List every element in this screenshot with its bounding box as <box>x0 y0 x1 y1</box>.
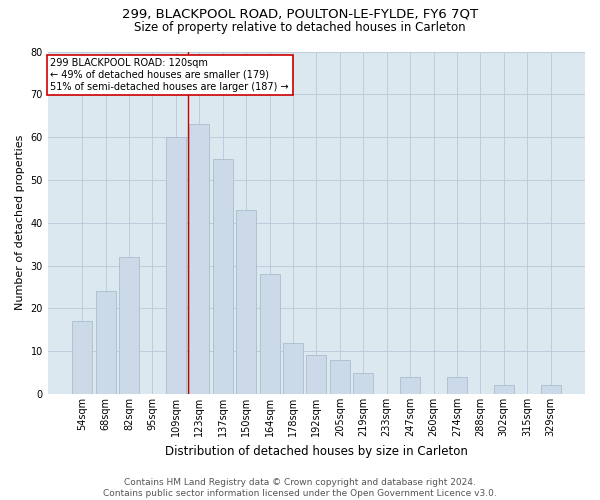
Bar <box>494 386 514 394</box>
Bar <box>213 158 233 394</box>
Bar <box>236 210 256 394</box>
Text: Contains HM Land Registry data © Crown copyright and database right 2024.
Contai: Contains HM Land Registry data © Crown c… <box>103 478 497 498</box>
Bar <box>447 377 467 394</box>
X-axis label: Distribution of detached houses by size in Carleton: Distribution of detached houses by size … <box>165 444 468 458</box>
Bar <box>119 257 139 394</box>
Bar <box>400 377 420 394</box>
Text: 299 BLACKPOOL ROAD: 120sqm
← 49% of detached houses are smaller (179)
51% of sem: 299 BLACKPOOL ROAD: 120sqm ← 49% of deta… <box>50 58 289 92</box>
Bar <box>95 292 116 394</box>
Y-axis label: Number of detached properties: Number of detached properties <box>15 135 25 310</box>
Bar <box>72 321 92 394</box>
Bar <box>260 274 280 394</box>
Text: 299, BLACKPOOL ROAD, POULTON-LE-FYLDE, FY6 7QT: 299, BLACKPOOL ROAD, POULTON-LE-FYLDE, F… <box>122 8 478 20</box>
Bar <box>541 386 560 394</box>
Bar <box>190 124 209 394</box>
Bar <box>353 372 373 394</box>
Bar <box>283 342 303 394</box>
Bar <box>166 137 186 394</box>
Text: Size of property relative to detached houses in Carleton: Size of property relative to detached ho… <box>134 21 466 34</box>
Bar <box>307 356 326 394</box>
Bar <box>330 360 350 394</box>
